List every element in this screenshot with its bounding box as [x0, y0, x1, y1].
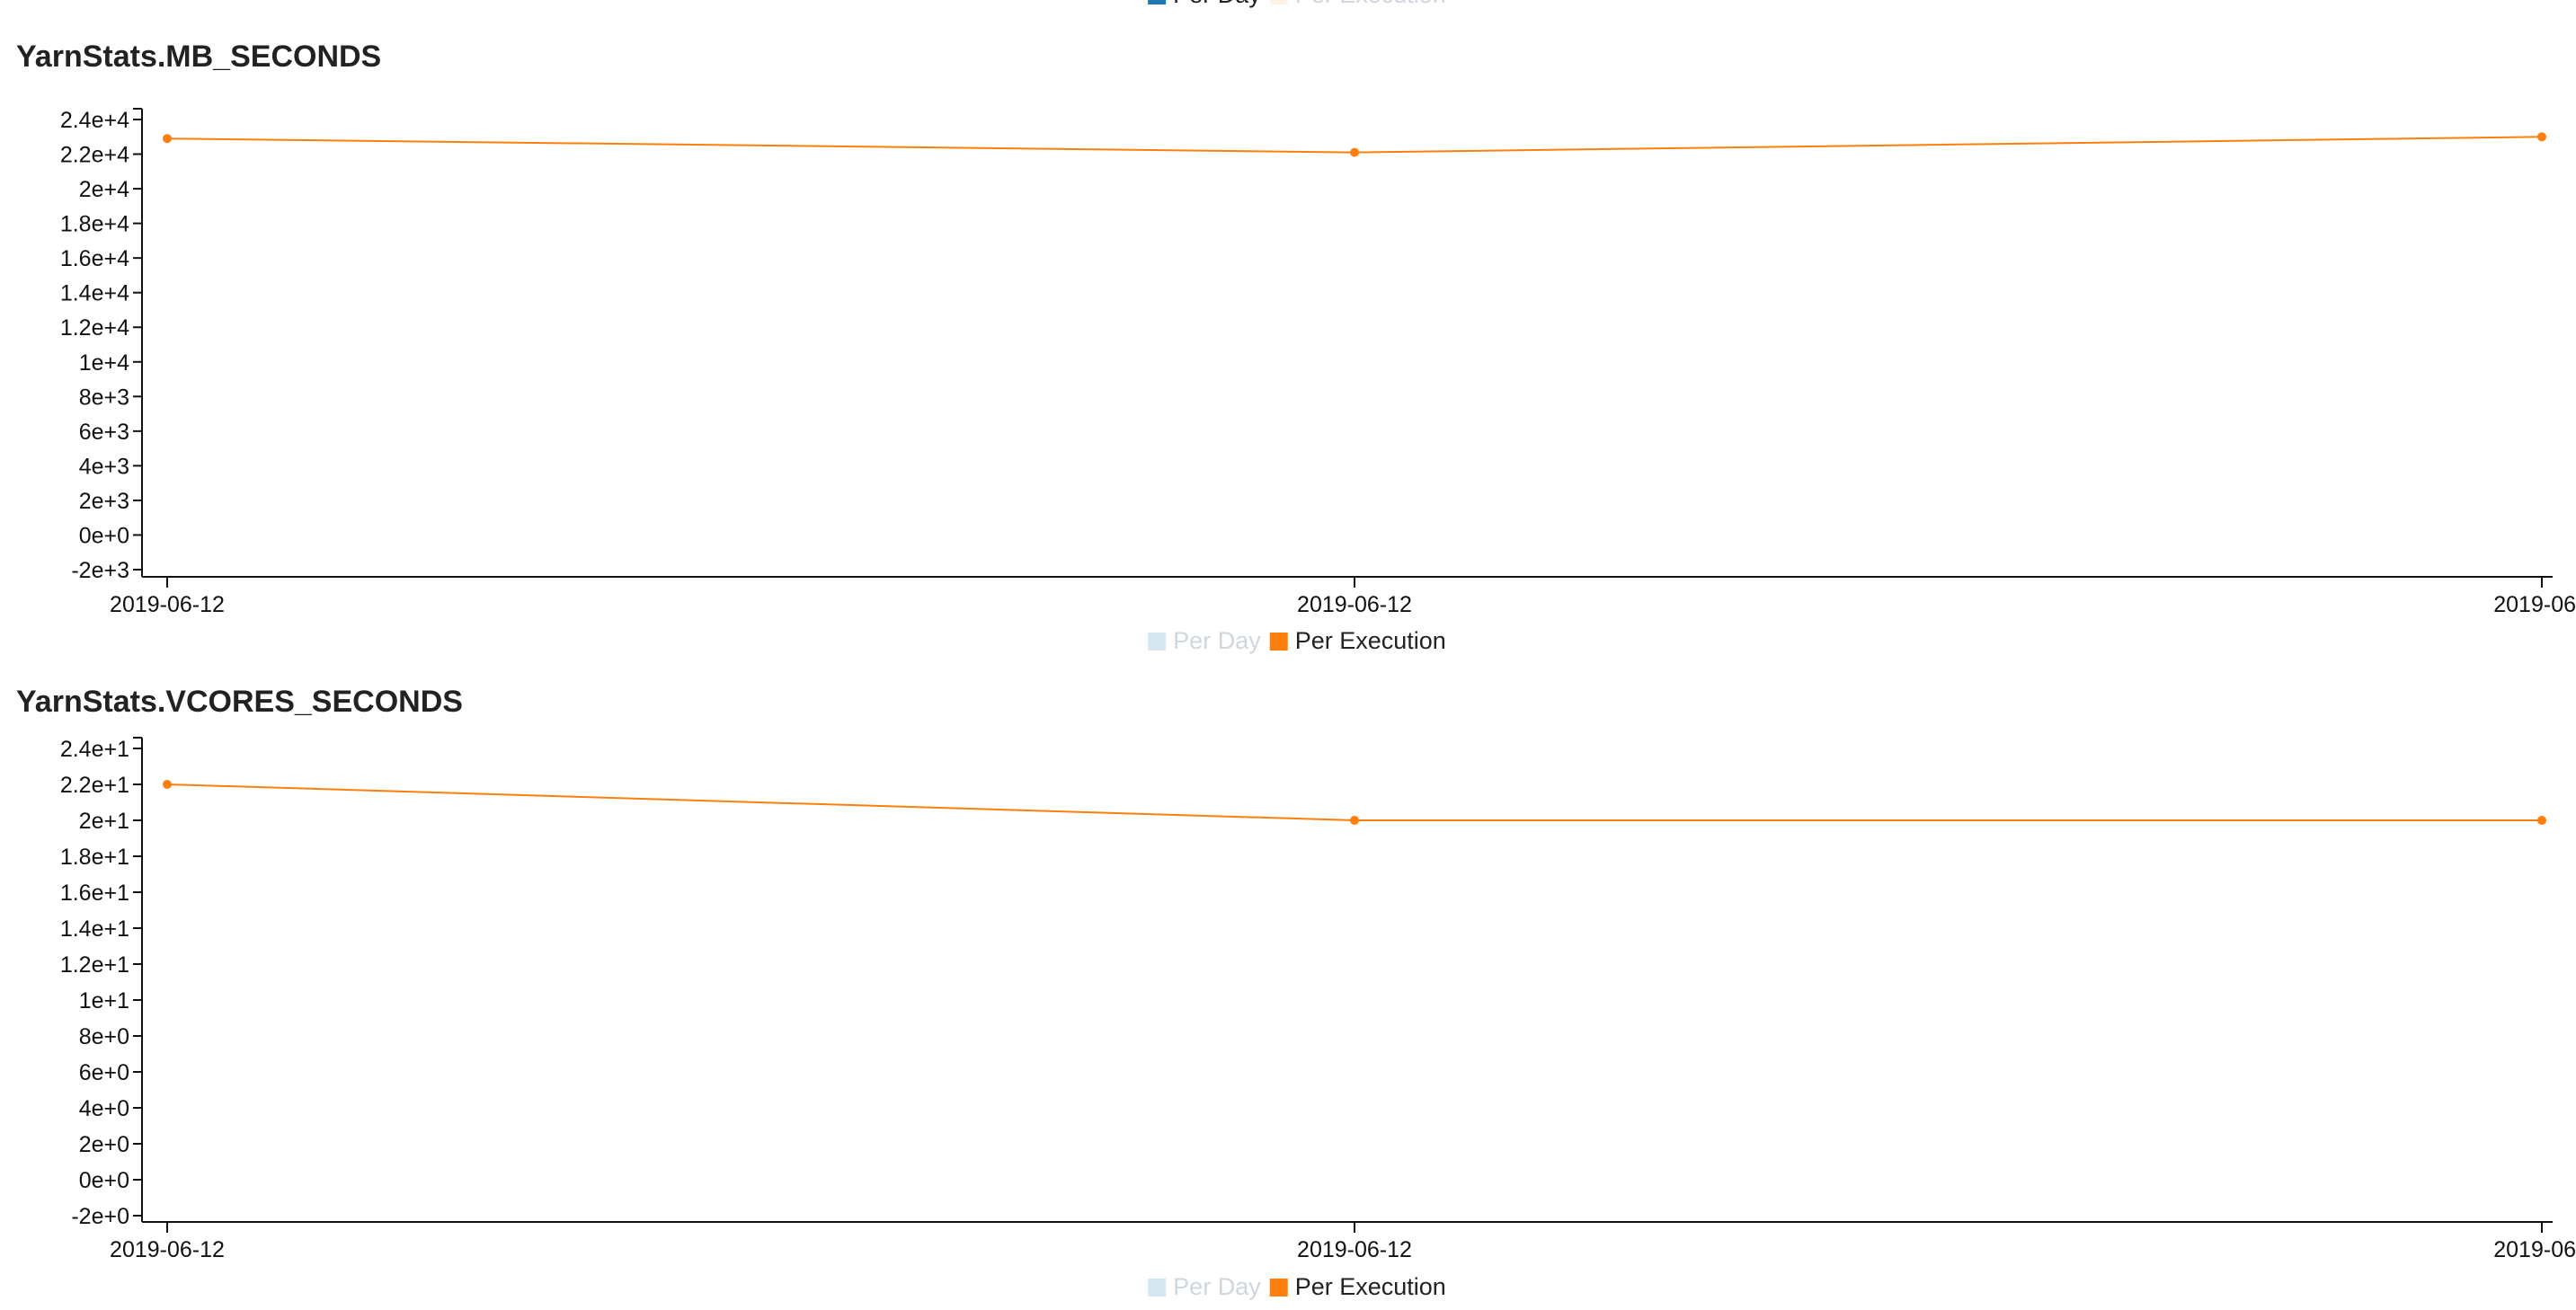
chart-1: YarnStats.MB_SECONDS -2e+3 0e+0 2e+3 4e+3 6e+… — [16, 40, 2576, 617]
y-tick-label: 2e+1 — [79, 809, 129, 834]
legend-item-per-day[interactable]: Per Day — [1148, 627, 1261, 654]
y-tick-label: 1.4e+4 — [60, 281, 129, 306]
y-tick-label: 1.2e+1 — [60, 952, 129, 978]
chart-title: YarnStats.VCORES_SECONDS — [16, 685, 463, 719]
y-tick-label: -2e+3 — [71, 558, 129, 583]
series-line — [166, 783, 2542, 821]
data-point[interactable] — [1350, 816, 1359, 825]
x-tick-label: 2019-06-12 — [110, 592, 225, 617]
top-legend: Per Day Per Execution — [1148, 0, 1446, 8]
legend-label: Per Day — [1173, 1273, 1261, 1300]
legend-label: Per Day — [1173, 0, 1261, 8]
legend-label: Per Execution — [1295, 627, 1446, 654]
x-axis: 2019-06-12 2019-06-12 2019-06 — [110, 576, 2576, 617]
y-tick-label: 6e+3 — [79, 420, 129, 445]
y-tick-label: 1.8e+4 — [60, 212, 129, 237]
data-point[interactable] — [163, 780, 172, 789]
y-tick-label: 2.4e+1 — [60, 737, 129, 762]
legend-label: Per Day — [1173, 627, 1261, 654]
x-axis: 2019-06-12 2019-06-12 2019-06 — [110, 1221, 2576, 1262]
legend-swatch — [1269, 1279, 1288, 1297]
legend-label: Per Execution — [1295, 1273, 1446, 1300]
x-tick-label: 2019-06-12 — [110, 1237, 225, 1262]
y-tick-label: -2e+0 — [71, 1204, 129, 1229]
legend-item-per-execution[interactable]: Per Execution — [1269, 0, 1446, 8]
y-tick-label: 1.6e+4 — [60, 246, 129, 271]
legend-label: Per Execution — [1295, 0, 1446, 8]
y-tick-label: 2e+3 — [79, 489, 129, 514]
y-tick-label: 0e+0 — [79, 523, 129, 548]
y-tick-label: 2.2e+4 — [60, 143, 129, 168]
y-tick-label: 1.4e+1 — [60, 916, 129, 942]
y-axis: -2e+0 0e+0 2e+0 4e+0 6e+0 8e+0 1e+1 1.2e+1 1.4e+… — [60, 737, 143, 1229]
series-per-execution — [163, 132, 2546, 157]
data-point[interactable] — [163, 134, 172, 144]
x-tick-label: 2019-06-12 — [1297, 1237, 1412, 1262]
y-tick-label: 2e+4 — [79, 177, 129, 202]
y-tick-label: 8e+3 — [79, 385, 129, 410]
x-tick-label: 2019-06 — [2493, 592, 2576, 617]
y-axis: -2e+3 0e+0 2e+3 4e+3 6e+3 8e+3 1e+4 1.2e+4 1.4e+… — [60, 108, 143, 583]
y-tick-label: 0e+0 — [79, 1168, 129, 1193]
y-tick-label: 2.2e+1 — [60, 773, 129, 798]
chart-title: YarnStats.MB_SECONDS — [16, 40, 381, 74]
y-tick-label: 2e+0 — [79, 1132, 129, 1157]
chart-2: YarnStats.VCORES_SECONDS -2e+0 0e+0 2e+0 4e+… — [16, 685, 2576, 1262]
chart-legend: Per Day Per Execution — [1148, 627, 1446, 654]
legend-item-per-day[interactable]: Per Day — [1148, 1273, 1261, 1300]
y-tick-label: 8e+0 — [79, 1024, 129, 1049]
data-point[interactable] — [2537, 132, 2546, 142]
legend-item-per-day[interactable]: Per Day — [1148, 0, 1261, 8]
legend-item-per-execution[interactable]: Per Execution — [1269, 1273, 1446, 1300]
y-tick-label: 1e+1 — [79, 988, 129, 1013]
y-tick-label: 2.4e+4 — [60, 108, 129, 133]
legend-item-per-execution[interactable]: Per Execution — [1269, 627, 1446, 654]
y-tick-label: 1.2e+4 — [60, 315, 129, 341]
y-tick-label: 4e+0 — [79, 1096, 129, 1121]
legend-swatch — [1148, 633, 1167, 651]
x-tick-label: 2019-06-12 — [1297, 592, 1412, 617]
series-per-execution — [163, 780, 2546, 825]
x-tick-label: 2019-06 — [2493, 1237, 2576, 1262]
data-point[interactable] — [1350, 147, 1359, 157]
y-tick-label: 6e+0 — [79, 1060, 129, 1085]
legend-swatch — [1269, 0, 1288, 4]
data-point[interactable] — [2537, 816, 2546, 825]
y-tick-label: 1.6e+1 — [60, 881, 129, 906]
y-tick-label: 1e+4 — [79, 350, 129, 376]
y-tick-label: 1.8e+1 — [60, 845, 129, 870]
chart-legend: Per Day Per Execution — [1148, 1273, 1446, 1300]
legend-swatch — [1269, 633, 1288, 651]
legend-swatch — [1148, 0, 1167, 4]
legend-swatch — [1148, 1279, 1167, 1297]
y-tick-label: 4e+3 — [79, 454, 129, 479]
